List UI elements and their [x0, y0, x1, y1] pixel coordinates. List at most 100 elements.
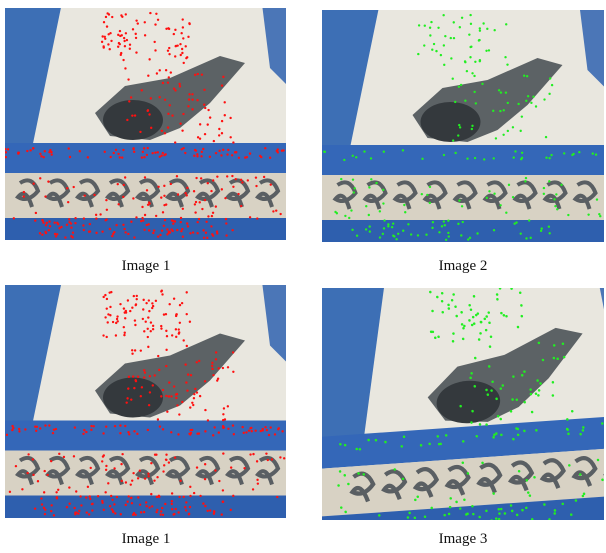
feature-point [213, 140, 215, 142]
feature-point [147, 475, 149, 477]
feature-point [226, 153, 228, 155]
feature-point [215, 358, 217, 360]
feature-point [21, 488, 23, 490]
feature-point [176, 175, 178, 177]
feature-point [97, 495, 99, 497]
feature-point [159, 425, 161, 427]
photo [322, 10, 604, 242]
feature-point [42, 219, 44, 221]
feature-point [165, 365, 167, 367]
feature-point [222, 419, 224, 421]
feature-point [222, 367, 224, 369]
feature-point [50, 153, 52, 155]
feature-point [52, 432, 54, 434]
feature-point [224, 197, 226, 199]
feature-point [222, 76, 224, 78]
feature-point [157, 235, 159, 237]
feature-point [356, 234, 358, 236]
feature-point [116, 318, 118, 320]
feature-point [493, 29, 495, 31]
feature-point [120, 463, 122, 465]
feature-point [113, 503, 115, 505]
feature-point [225, 218, 227, 220]
feature-point [269, 157, 271, 159]
feature-point [120, 513, 122, 515]
feature-point [352, 178, 354, 180]
feature-point [32, 474, 34, 476]
feature-point [152, 305, 154, 307]
feature-point [225, 222, 227, 224]
feature-point [209, 509, 211, 511]
feature-point [213, 426, 215, 428]
feature-point [154, 23, 156, 25]
feature-point [108, 13, 110, 15]
feature-point [486, 28, 488, 30]
feature-point [39, 177, 41, 179]
feature-point [104, 219, 106, 221]
feature-point [89, 230, 91, 232]
feature-point [231, 175, 233, 177]
feature-point [55, 428, 57, 430]
feature-point [139, 131, 141, 133]
feature-point [37, 480, 39, 482]
feature-point [122, 59, 124, 61]
feature-point [257, 482, 259, 484]
feature-point [70, 235, 72, 237]
feature-point [507, 102, 509, 104]
feature-point [35, 212, 37, 214]
feature-point [152, 232, 154, 234]
feature-point [179, 304, 181, 306]
feature-point [147, 147, 149, 149]
feature-point [278, 427, 280, 429]
feature-point [231, 229, 233, 231]
feature-point [143, 330, 145, 332]
feature-point [172, 513, 174, 515]
feature-point [541, 227, 543, 229]
feature-point [277, 151, 279, 153]
feature-point [269, 426, 271, 428]
feature-point [175, 397, 177, 399]
feature-point [528, 219, 530, 221]
feature-point [107, 321, 109, 323]
feature-point [218, 128, 220, 130]
feature-point [214, 469, 216, 471]
feature-point [268, 434, 270, 436]
feature-point [135, 51, 137, 53]
feature-point [431, 227, 433, 229]
feature-point [123, 326, 125, 328]
feature-point [130, 497, 132, 499]
feature-point [117, 46, 119, 48]
feature-point [124, 176, 126, 178]
feature-point [182, 208, 184, 210]
feature-point [157, 151, 159, 153]
feature-point [180, 32, 182, 34]
feature-point [83, 429, 85, 431]
feature-point [204, 463, 206, 465]
feature-point [365, 228, 367, 230]
feature-point [135, 33, 137, 35]
feature-point [462, 221, 464, 223]
feature-point [134, 324, 136, 326]
feature-point [160, 395, 162, 397]
feature-point [172, 220, 174, 222]
feature-point [368, 214, 370, 216]
feature-point [535, 105, 537, 107]
feature-point [196, 433, 198, 435]
feature-point [191, 108, 193, 110]
feature-point [144, 371, 146, 373]
stain [103, 378, 163, 418]
feature-point [255, 176, 257, 178]
feature-point [479, 30, 481, 32]
feature-point [206, 237, 208, 239]
feature-point [125, 481, 127, 483]
feature-point [165, 313, 167, 315]
feature-point [32, 183, 34, 185]
feature-point [90, 467, 92, 469]
feature-point [189, 506, 191, 508]
feature-point [69, 156, 71, 158]
feature-point [48, 220, 50, 222]
feature-point [127, 299, 129, 301]
feature-point [179, 322, 181, 324]
feature-point [474, 61, 476, 63]
feature-point [90, 425, 92, 427]
